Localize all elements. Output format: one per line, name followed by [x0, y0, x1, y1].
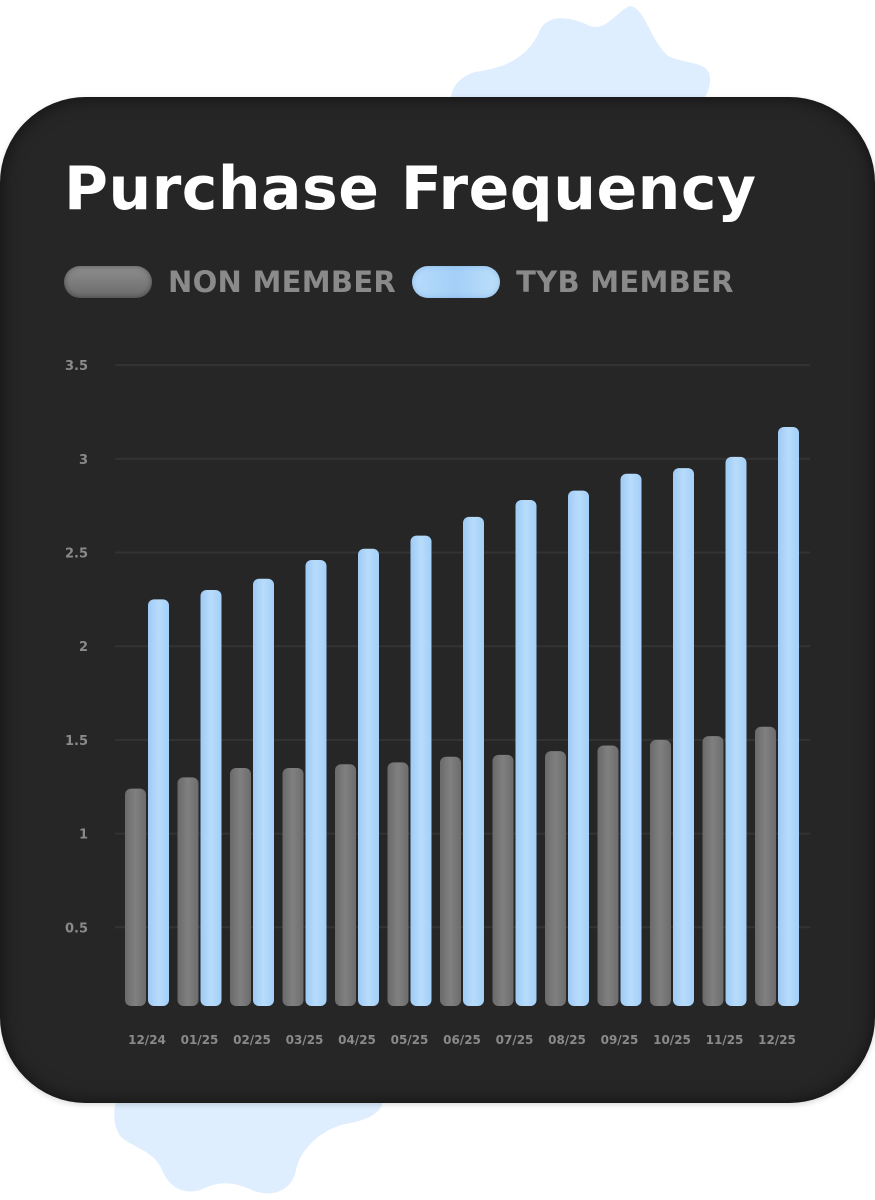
bar-non-member — [650, 739, 671, 1006]
bar-non-member — [492, 754, 514, 1006]
y-tick-label: 1.5 — [65, 734, 88, 749]
decorative-blob-top-shape — [451, 6, 711, 118]
x-tick-label: 06/25 — [443, 1033, 481, 1047]
x-tick-label: 05/25 — [391, 1033, 429, 1047]
bar-non-member — [335, 764, 356, 1006]
x-tick-label: 03/25 — [286, 1033, 324, 1047]
bar-tyb-member — [410, 535, 432, 1006]
bar-tyb-member — [358, 548, 379, 1006]
bar-tyb-member — [778, 426, 799, 1006]
bar-non-member — [597, 745, 619, 1006]
y-tick-label: 2 — [79, 640, 88, 655]
x-tick-label: 11/25 — [706, 1033, 744, 1047]
bar-tyb-member — [515, 500, 537, 1006]
bar-tyb-member — [725, 456, 747, 1006]
y-tick-label: 2.5 — [65, 547, 88, 562]
x-tick-label: 12/24 — [128, 1033, 166, 1047]
bar-non-member — [125, 788, 146, 1006]
bar-tyb-member — [200, 589, 222, 1006]
decorative-blob-bottom-shape — [114, 1090, 383, 1194]
x-tick-label: 12/25 — [758, 1033, 796, 1047]
chart-title: Purchase Frequency — [64, 154, 757, 224]
bar-tyb-member — [673, 468, 694, 1006]
bar-non-member — [545, 751, 566, 1006]
y-axis-ticks: 0.5 1 1.5 2 2.5 3 3.5 — [65, 359, 88, 936]
legend: NON MEMBER TYB MEMBER — [64, 265, 750, 299]
bar-tyb-member — [253, 578, 274, 1006]
bar-non-member — [230, 768, 251, 1006]
bar-tyb-member — [148, 599, 169, 1006]
bar-non-member — [440, 756, 461, 1006]
bar-tyb-member — [620, 473, 642, 1006]
legend-label-tyb-member: TYB MEMBER — [516, 265, 734, 299]
legend-swatch-tyb-member — [412, 266, 501, 298]
x-tick-label: 02/25 — [233, 1033, 271, 1047]
y-tick-label: 0.5 — [65, 921, 88, 936]
bar-tyb-member — [463, 516, 484, 1006]
decorative-blob-top — [451, 6, 711, 118]
x-axis-ticks: 12/24 01/25 02/25 03/25 04/25 05/25 06/25 07/25… — [128, 1033, 796, 1047]
x-tick-label: 10/25 — [653, 1033, 691, 1047]
bars — [125, 426, 799, 1007]
bar-tyb-member — [568, 490, 589, 1007]
y-tick-label: 3.5 — [65, 359, 88, 374]
x-tick-label: 08/25 — [548, 1033, 586, 1047]
x-tick-label: 01/25 — [181, 1033, 219, 1047]
bar-non-member — [177, 777, 199, 1006]
legend-swatch-non-member — [64, 266, 152, 298]
legend-label-non-member: NON MEMBER — [168, 265, 397, 299]
bar-tyb-member — [305, 559, 327, 1006]
x-tick-label: 04/25 — [338, 1033, 376, 1047]
bar-non-member — [387, 762, 409, 1006]
y-tick-label: 3 — [79, 453, 88, 468]
x-tick-label: 09/25 — [601, 1033, 639, 1047]
bar-non-member — [755, 726, 776, 1006]
x-tick-label: 07/25 — [496, 1033, 534, 1047]
y-tick-label: 1 — [79, 828, 88, 843]
decorative-blob-bottom — [114, 1090, 383, 1194]
bar-non-member — [282, 768, 304, 1006]
bar-non-member — [702, 736, 724, 1006]
